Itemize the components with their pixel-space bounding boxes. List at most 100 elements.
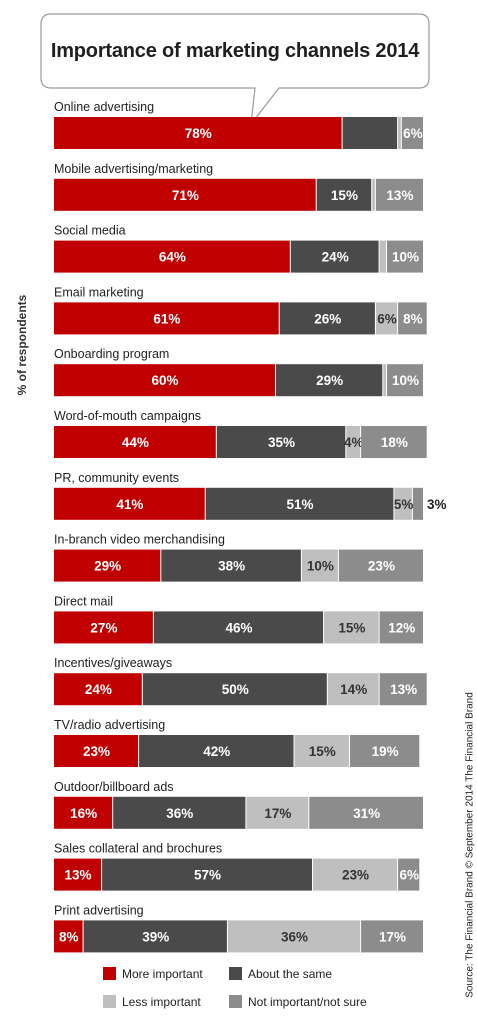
bar-segment-about-the-same [316, 178, 372, 211]
bar-segment-more-important [54, 487, 205, 520]
bar-segment-less-important [227, 920, 361, 953]
bar-segment-not-important [379, 611, 423, 644]
data-label: 64% [159, 250, 186, 265]
bar-segment-about-the-same [153, 611, 324, 644]
bar-segment-less-important [313, 858, 398, 891]
bar-segment-not-important [398, 302, 427, 335]
bar-segment-not-important [338, 549, 423, 582]
legend-swatch [229, 995, 242, 1008]
bar-segment-more-important [54, 920, 83, 953]
bar-segment-about-the-same [216, 426, 346, 458]
legend-label: About the same [248, 967, 333, 981]
bar-segment-about-the-same [83, 920, 227, 953]
legend-swatch [229, 967, 242, 980]
bar-segment-not-important [375, 178, 423, 211]
bar-segment-not-important [379, 673, 427, 706]
bar-segment-less-important [383, 364, 386, 397]
data-label: 27% [90, 620, 117, 635]
bar-segment-more-important [54, 364, 275, 397]
data-label: 13% [65, 868, 92, 883]
source-note: Source: The Financial Brand © September … [464, 692, 476, 998]
bar-segment-less-important [394, 487, 412, 520]
data-label: 10% [307, 559, 334, 574]
category-label: Email marketing [54, 285, 144, 299]
category-label: Outdoor/billboard ads [54, 780, 174, 794]
legend-label: More important [122, 967, 203, 981]
bar-segment-about-the-same [161, 549, 301, 582]
data-label: 23% [342, 868, 369, 883]
bar-segment-more-important [54, 302, 279, 335]
data-label: 13% [386, 188, 413, 203]
bar-segment-about-the-same [102, 858, 312, 891]
data-label: 24% [322, 250, 349, 265]
title-bubble: Importance of marketing channels 2014 [40, 13, 430, 127]
legend-swatch [103, 995, 116, 1008]
data-label: 10% [392, 250, 419, 265]
category-label: Sales collateral and brochures [54, 842, 222, 856]
data-label: 18% [381, 435, 408, 450]
data-label: 50% [222, 682, 249, 697]
category-label: PR, community events [54, 471, 179, 485]
bar-segment-about-the-same [113, 796, 246, 829]
data-label: 57% [194, 868, 221, 883]
data-label: 6% [399, 868, 419, 883]
data-label: 39% [142, 929, 169, 944]
data-label: 31% [353, 806, 380, 821]
category-label: Onboarding program [54, 347, 169, 361]
bar-segment-more-important [54, 240, 290, 273]
bar-segment-less-important [301, 549, 338, 582]
data-label: 60% [151, 373, 178, 388]
bar-segment-not-important [412, 487, 423, 520]
bar-segment-not-important [350, 735, 420, 767]
category-label: Direct mail [54, 594, 113, 608]
y-axis-label: % of respondents [15, 294, 29, 396]
data-label: 29% [316, 373, 343, 388]
chart-title: Importance of marketing channels 2014 [50, 40, 420, 62]
bar-segment-not-important [387, 364, 423, 397]
bar-segment-about-the-same [279, 302, 375, 335]
bar-segment-more-important [54, 735, 139, 767]
data-label: 23% [368, 559, 395, 574]
data-label: 38% [218, 559, 245, 574]
data-label: 15% [338, 620, 365, 635]
legend-label: Less important [122, 995, 201, 1009]
data-label: 13% [390, 682, 417, 697]
data-label: 6% [403, 126, 423, 141]
bar-segment-about-the-same [276, 364, 383, 397]
data-label: 46% [225, 620, 252, 635]
data-label: 8% [59, 929, 79, 944]
bar-segment-less-important [294, 735, 349, 767]
bar-segment-more-important [54, 178, 316, 211]
category-label: TV/radio advertising [54, 718, 165, 732]
data-label: 8% [403, 311, 423, 326]
bar-segment-about-the-same [142, 673, 327, 706]
bar-segment-more-important [54, 858, 102, 891]
bar-segment-less-important [346, 426, 361, 458]
data-label: 4% [344, 435, 364, 450]
bar-segment-not-important [361, 920, 423, 953]
bar-segment-less-important [327, 673, 379, 706]
bar-segment-more-important [54, 796, 113, 829]
data-label: 14% [340, 682, 367, 697]
bar-segment-more-important [54, 117, 342, 149]
data-label: 51% [287, 497, 314, 512]
data-label: 17% [379, 929, 406, 944]
bar-segment-more-important [54, 549, 161, 582]
bar-segment-about-the-same [139, 735, 294, 767]
data-label: 35% [268, 435, 295, 450]
legend: More important About the same Less importa… [103, 966, 383, 1016]
data-label: 26% [314, 311, 341, 326]
data-label: 36% [166, 806, 193, 821]
bar-segment-less-important [372, 178, 375, 211]
data-label: 71% [172, 188, 199, 203]
data-label: 15% [331, 188, 358, 203]
data-label: 5% [394, 497, 414, 512]
data-label: 44% [122, 435, 149, 450]
data-label: 15% [309, 744, 336, 759]
bar-segment-less-important [375, 302, 398, 335]
data-label: 24% [85, 682, 112, 697]
data-label: 42% [203, 744, 230, 759]
data-label: 3% [427, 497, 447, 512]
category-label: Mobile advertising/marketing [54, 162, 213, 176]
